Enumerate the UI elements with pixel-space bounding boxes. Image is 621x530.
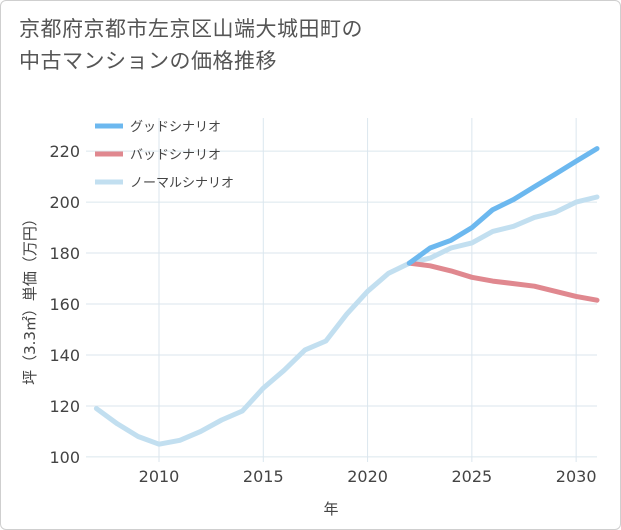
y-tick-label-0: 100 bbox=[49, 448, 80, 467]
y-tick-label-5: 200 bbox=[49, 193, 80, 212]
x-tick-label-1: 2015 bbox=[243, 467, 284, 486]
chart-title-line2: 中古マンションの価格推移 bbox=[19, 49, 277, 73]
series-line-0 bbox=[406, 146, 600, 266]
legend-label-0: グッドシナリオ bbox=[130, 120, 221, 135]
chart-title: 京都府京都市左京区山端大城田町の 中古マンションの価格推移 bbox=[19, 13, 363, 77]
y-axis-label: 坪（3.3㎡）単価（万円） bbox=[21, 211, 39, 385]
x-tick-label-0: 2010 bbox=[139, 467, 180, 486]
legend-label-1: バッドシナリオ bbox=[130, 148, 221, 163]
x-tick-labels: 2010 2015 2020 2025 2030 bbox=[139, 467, 597, 486]
y-tick-label-2: 140 bbox=[49, 346, 80, 365]
chart-title-line1: 京都府京都市左京区山端大城田町の bbox=[19, 17, 363, 41]
y-tick-labels: 100 120 140 160 180 200 220 bbox=[49, 142, 80, 467]
y-tick-label-6: 220 bbox=[49, 142, 80, 161]
x-tick-label-4: 2030 bbox=[556, 467, 597, 486]
series-line-1 bbox=[406, 260, 600, 303]
grid-lines bbox=[86, 118, 597, 462]
series-line-2 bbox=[93, 194, 600, 447]
x-tick-label-2: 2020 bbox=[347, 467, 388, 486]
y-tick-label-1: 120 bbox=[49, 397, 80, 416]
legend-label-2: ノーマルシナリオ bbox=[130, 176, 234, 191]
y-tick-label-3: 160 bbox=[49, 295, 80, 314]
series-lines bbox=[93, 146, 600, 447]
y-tick-label-4: 180 bbox=[49, 244, 80, 263]
x-axis-label: 年 bbox=[323, 500, 338, 518]
x-tick-label-3: 2025 bbox=[451, 467, 492, 486]
